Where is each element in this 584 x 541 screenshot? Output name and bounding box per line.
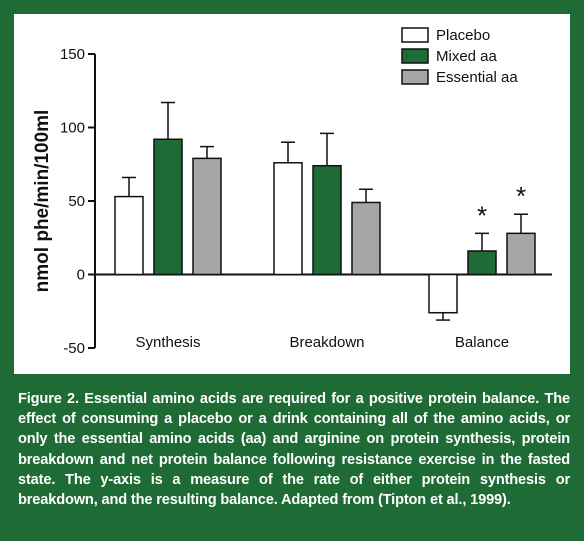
category-label: Synthesis	[135, 334, 200, 351]
bar	[312, 164, 342, 276]
y-tick-label: 50	[68, 193, 85, 210]
legend-swatch	[401, 69, 429, 85]
chart-panel: -50 0 50 100 150 nmol phe/min/100ml * * Synthesi…	[14, 14, 570, 374]
bar	[351, 201, 381, 276]
y-tick-label: 100	[60, 120, 85, 137]
bar	[428, 273, 458, 314]
figure-caption: Figure 2. Essential amino acids are requ…	[18, 391, 570, 509]
legend-label: Essential aa	[436, 69, 518, 86]
y-axis-label: nmol phe/min/100ml	[32, 110, 53, 293]
bar-chart: -50 0 50 100 150 nmol phe/min/100ml * * Synthesi…	[32, 27, 552, 357]
bar	[506, 232, 536, 276]
y-tick-label: 0	[77, 267, 85, 284]
legend-swatch	[401, 48, 429, 64]
category-label: Breakdown	[289, 334, 364, 351]
legend-label: Mixed aa	[436, 48, 498, 65]
y-tick-label: 150	[60, 46, 85, 63]
y-tick-label: -50	[63, 340, 85, 357]
category-label: Balance	[455, 334, 509, 351]
bar	[273, 162, 303, 276]
legend-label: Placebo	[436, 27, 490, 44]
bar	[192, 157, 222, 276]
significance-marker: *	[477, 200, 487, 230]
bar	[153, 138, 183, 276]
legend-swatch	[401, 27, 429, 43]
significance-marker: *	[516, 181, 526, 211]
bar	[467, 250, 497, 276]
bar	[114, 195, 144, 276]
